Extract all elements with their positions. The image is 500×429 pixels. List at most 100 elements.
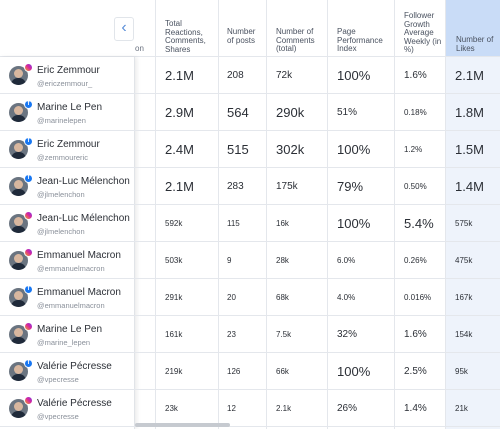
likes-column-highlight (445, 0, 500, 429)
cell-ppi: 100% (337, 68, 371, 83)
cell-ppi: 51% (337, 107, 358, 118)
profile-name[interactable]: Emmanuel Macron (37, 250, 121, 261)
cell-growth: 1.6% (404, 70, 427, 81)
cell-comments: 302k (276, 142, 305, 157)
table-row[interactable]: Emmanuel Macron @emmanuelmacron 503k 9 28k 6.… (0, 242, 500, 279)
cell-reactions: 2.4M (165, 142, 194, 157)
cell-growth: 2.5% (404, 366, 427, 377)
instagram-icon (24, 396, 33, 405)
profile-name[interactable]: Marine Le Pen (37, 102, 103, 113)
facebook-icon: f (24, 285, 33, 294)
cell-likes: 95k (455, 367, 468, 376)
profile-handle: @jlmelenchon (37, 227, 85, 236)
cell-posts: 115 (227, 219, 240, 228)
profile-name[interactable]: Eric Zemmour (37, 65, 100, 76)
cell-reactions: 2.1M (165, 179, 194, 194)
cell-growth: 1.2% (404, 145, 423, 154)
avatar (9, 214, 28, 233)
header-total-reactions[interactable]: Total Reactions, Comments, Shares (165, 19, 206, 54)
cell-comments: 66k (276, 367, 289, 376)
cell-likes: 575k (455, 219, 473, 228)
cell-reactions: 2.9M (165, 105, 194, 120)
profile-name[interactable]: Eric Zemmour (37, 139, 100, 150)
cell-comments: 28k (276, 256, 289, 265)
table-row[interactable]: f Marine Le Pen @marinelepen 2.9M 564 290k 51%… (0, 94, 500, 131)
table-row[interactable]: Eric Zemmour @ericzemmour_ 2.1M 208 72k 100% 1… (0, 57, 500, 94)
profile-name[interactable]: Valérie Pécresse (37, 398, 112, 409)
facebook-icon: f (24, 174, 33, 183)
profile-handle: @ericzemmour_ (37, 79, 93, 88)
avatar (9, 103, 28, 122)
cell-posts: 20 (227, 293, 236, 302)
hidden-column-header-fragment: on (135, 44, 144, 53)
table-row[interactable]: f Jean-Luc Mélenchon @jlmelenchon 2.1M 283 17… (0, 168, 500, 205)
cell-ppi: 79% (337, 179, 364, 194)
cell-growth: 0.18% (404, 108, 427, 117)
horizontal-scrollbar[interactable] (135, 423, 230, 427)
avatar (9, 140, 28, 159)
profile-handle: @emmanuelmacron (37, 301, 105, 310)
cell-comments: 290k (276, 105, 305, 120)
cell-reactions: 592k (165, 219, 183, 228)
cell-ppi: 4.0% (337, 293, 356, 302)
cell-reactions: 161k (165, 330, 183, 339)
cell-posts: 283 (227, 181, 244, 192)
table-row[interactable]: f Eric Zemmour @zemmoureric 2.4M 515 302k 100%… (0, 131, 500, 168)
cell-likes: 1.4M (455, 179, 484, 194)
profile-name[interactable]: Emmanuel Macron (37, 287, 121, 298)
cell-ppi: 32% (337, 329, 358, 340)
table-row[interactable]: Marine Le Pen @marine_lepen 161k 23 7.5k 32% 1… (0, 316, 500, 353)
table-row[interactable]: Valérie Pécresse @vpecresse 23k 12 2.1k 26% 1.… (0, 390, 500, 427)
profile-name[interactable]: Jean-Luc Mélenchon (37, 176, 130, 187)
instagram-icon (24, 63, 33, 72)
cell-reactions: 2.1M (165, 68, 194, 83)
table-row[interactable]: f Emmanuel Macron @emmanuelmacron 291k 20 68k… (0, 279, 500, 316)
cell-comments: 175k (276, 181, 298, 192)
cell-comments: 16k (276, 219, 289, 228)
cell-posts: 208 (227, 70, 244, 81)
header-number-of-comments[interactable]: Number of Comments (total) (276, 27, 315, 54)
cell-posts: 515 (227, 142, 249, 157)
instagram-icon (24, 248, 33, 257)
avatar (9, 251, 28, 270)
header-number-of-posts[interactable]: Number of posts (227, 27, 256, 45)
profile-handle: @vpecresse (37, 412, 79, 421)
table-row[interactable]: Jean-Luc Mélenchon @jlmelenchon 592k 115 16k… (0, 205, 500, 242)
chevron-left-icon: ‹ (121, 19, 127, 36)
cell-likes: 167k (455, 293, 473, 302)
avatar (9, 325, 28, 344)
profile-name[interactable]: Jean-Luc Mélenchon (37, 213, 130, 224)
cell-ppi: 6.0% (337, 256, 356, 265)
collapse-sidebar-button[interactable]: ‹ (114, 17, 134, 41)
avatar (9, 362, 28, 381)
profile-handle: @emmanuelmacron (37, 264, 105, 273)
cell-posts: 12 (227, 404, 236, 413)
cell-growth: 0.26% (404, 256, 427, 265)
cell-ppi: 100% (337, 216, 371, 231)
column-divider (218, 0, 219, 429)
cell-likes: 1.5M (455, 142, 484, 157)
likes-column-header-highlight (445, 0, 500, 57)
profile-handle: @vpecresse (37, 375, 79, 384)
header-page-performance-index[interactable]: Page Performance Index (337, 27, 383, 54)
cell-reactions: 291k (165, 293, 183, 302)
avatar (9, 288, 28, 307)
column-divider (327, 0, 328, 429)
cell-growth: 0.016% (404, 293, 432, 302)
profile-handle: @jlmelenchon (37, 190, 85, 199)
table-row[interactable]: f Valérie Pécresse @vpecresse 219k 126 66k 100… (0, 353, 500, 390)
cell-likes: 21k (455, 404, 468, 413)
cell-posts: 9 (227, 256, 232, 265)
table-header: Total Reactions, Comments, Shares Number… (0, 0, 500, 57)
profile-name[interactable]: Marine Le Pen (37, 324, 103, 335)
profile-name[interactable]: Valérie Pécresse (37, 361, 112, 372)
facebook-icon: f (24, 137, 33, 146)
header-follower-growth[interactable]: Follower Growth Average Weekly (in %) (404, 11, 442, 55)
avatar (9, 399, 28, 418)
cell-ppi: 100% (337, 142, 371, 157)
profile-handle: @zemmoureric (37, 153, 88, 162)
cell-likes: 1.8M (455, 105, 484, 120)
column-divider (445, 0, 446, 429)
header-number-of-likes[interactable]: Number of Likes (456, 35, 494, 53)
instagram-icon (24, 211, 33, 220)
